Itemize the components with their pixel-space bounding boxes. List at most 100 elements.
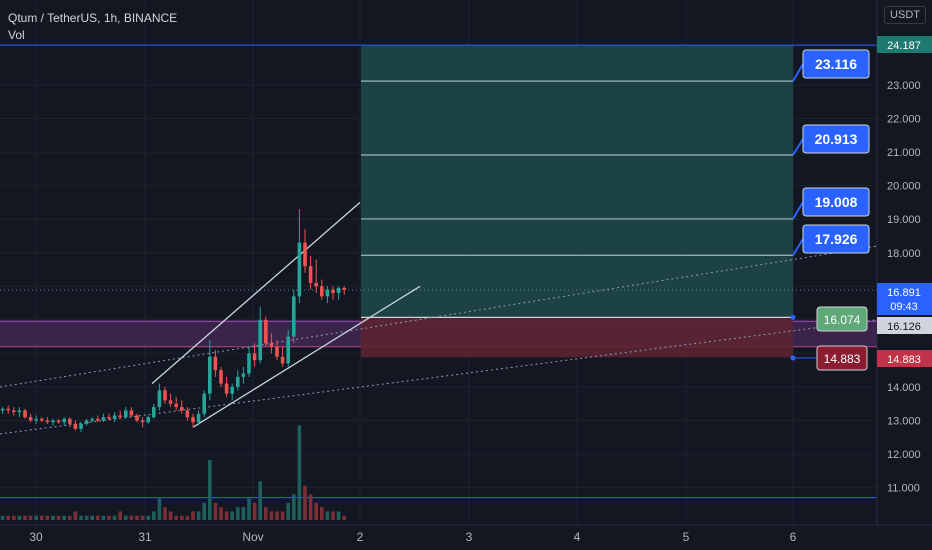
volume-bar: [191, 511, 195, 520]
candle-body: [303, 242, 307, 267]
candle-body: [191, 417, 195, 423]
price-tick: 22.000: [887, 114, 921, 126]
volume-bar: [314, 502, 318, 520]
volume-bar: [185, 515, 190, 520]
volume-bar: [73, 511, 78, 520]
target-callout-3: 17.926: [815, 231, 858, 247]
last-price-tag: 16.891: [887, 287, 921, 299]
candle-body: [140, 420, 145, 423]
entry-label-box: [816, 306, 868, 332]
volume-bar: [275, 511, 279, 520]
volume-bar: [168, 511, 173, 520]
candle-body: [101, 417, 106, 421]
target-callout-box-2: [802, 187, 870, 217]
volume-bar: [12, 515, 16, 520]
volume-bar: [84, 515, 89, 520]
volume-bar: [6, 515, 10, 520]
candle-body: [51, 420, 55, 423]
volume-bar: [118, 511, 122, 520]
candle-body: [90, 418, 94, 421]
candle-body: [342, 287, 346, 290]
price-tick: 23.000: [887, 80, 921, 92]
volume-bar: [140, 515, 145, 520]
time-label-0: 30: [29, 530, 43, 544]
volume-bar: [269, 511, 274, 520]
volume-bar: [112, 515, 117, 520]
candle-body: [112, 415, 117, 419]
callout-pointer-2: [792, 201, 804, 220]
trend-line-upper: [0, 245, 878, 388]
candle-body: [40, 418, 44, 421]
candle-body: [241, 373, 246, 377]
price-tick: 13.000: [887, 416, 921, 428]
volume-bar: [202, 502, 206, 520]
candle-body: [124, 410, 128, 418]
volume-bar: [236, 507, 240, 520]
volume-bar: [280, 511, 285, 520]
volume-bar: [107, 515, 111, 520]
volume-bar: [129, 515, 134, 520]
target-zone: [361, 45, 793, 318]
stop-price-tag: 14.883: [887, 354, 921, 366]
volume-bar: [51, 515, 55, 520]
candle-body: [107, 417, 111, 419]
volume-bar: [135, 515, 139, 520]
candle-body: [84, 420, 89, 424]
volume-bar: [258, 481, 262, 520]
volume-bar: [230, 511, 234, 520]
volume-bar: [174, 515, 178, 520]
candle-body: [308, 266, 313, 283]
price-tick: 19.000: [887, 214, 921, 226]
candle-body: [236, 376, 240, 387]
candle-body: [23, 410, 27, 418]
candle-body: [331, 289, 335, 294]
volume-bar: [241, 507, 246, 520]
candle-body: [264, 319, 268, 344]
volume-bar: [163, 507, 167, 520]
candle-body: [56, 420, 61, 423]
target-callout-0: 23.116: [815, 56, 857, 72]
entry-dot: [790, 314, 796, 320]
volume-bar: [45, 515, 50, 520]
candle-body: [286, 336, 290, 364]
volume-bar: [325, 511, 330, 520]
volume-bar: [96, 515, 100, 520]
candle-body: [230, 386, 234, 394]
candle-body: [185, 410, 190, 418]
volume-bar: [336, 511, 341, 520]
volume-bar: [213, 502, 218, 520]
volume-indicator-label[interactable]: Vol: [8, 28, 25, 42]
volume-bar: [62, 515, 66, 520]
callout-pointer-0: [792, 63, 804, 82]
volume-bar: [320, 507, 324, 520]
candle-body: [336, 287, 341, 294]
volume-bar: [342, 515, 346, 520]
candle-body: [280, 356, 285, 364]
volume-bar: [40, 515, 44, 520]
volume-bar: [292, 494, 296, 520]
volume-bar: [79, 515, 83, 520]
volume-bar: [146, 515, 150, 520]
time-label-2: Nov: [242, 530, 263, 544]
price-axis-bg: [877, 0, 932, 550]
candle-body: [157, 390, 162, 408]
last-price-tag-bg: [877, 283, 932, 315]
volume-bar: [308, 494, 313, 520]
price-tick: 18.000: [887, 248, 921, 260]
candle-body: [6, 408, 10, 411]
target-callout-1: 20.913: [815, 131, 858, 147]
candle-body: [168, 400, 173, 404]
volume-bar: [152, 511, 156, 520]
volume-bar: [252, 502, 257, 520]
candle-body: [68, 418, 72, 424]
volume-bar: [286, 502, 290, 520]
target-callout-box-3: [802, 224, 870, 254]
target-callout-box-0: [802, 49, 870, 79]
candle-body: [252, 353, 257, 361]
volume-bar: [196, 511, 201, 520]
candle-body: [135, 415, 139, 421]
volume-bar: [224, 511, 229, 520]
volume-bar: [124, 515, 128, 520]
currency-button[interactable]: USDT: [884, 6, 926, 24]
